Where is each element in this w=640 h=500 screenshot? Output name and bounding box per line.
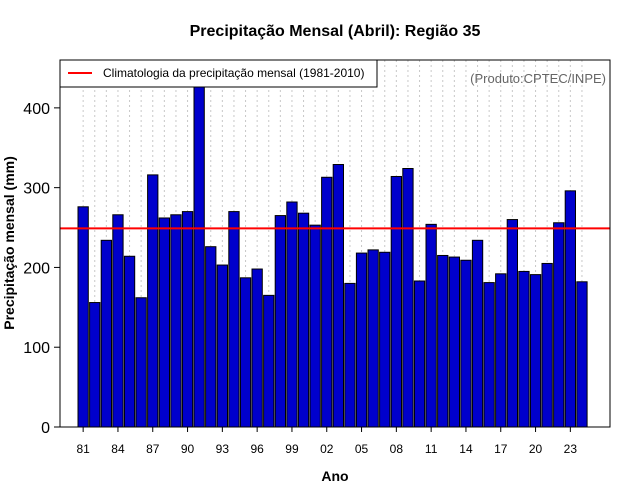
bar-03: [332, 164, 345, 428]
bar-02: [321, 176, 333, 428]
x-tick-label: 90: [181, 442, 195, 456]
bar-12: [437, 254, 449, 428]
bar-13: [448, 256, 461, 428]
bar-90: [181, 211, 194, 428]
x-tick-label: 99: [285, 442, 299, 456]
bar-19: [518, 270, 530, 428]
bar-00: [297, 212, 310, 428]
bar-98: [274, 215, 287, 428]
bar-86: [135, 297, 147, 428]
bar-01: [309, 224, 321, 428]
chart-title: Precipitação Mensal (Abril): Região 35: [190, 23, 481, 40]
x-tick-label: 02: [320, 442, 334, 456]
y-axis: 0 100 200 300 400: [23, 101, 60, 437]
bar-97: [263, 294, 275, 428]
bar-95: [239, 277, 252, 428]
x-tick-label: 11: [425, 442, 438, 456]
bar-89: [170, 214, 182, 428]
bar-21: [541, 262, 553, 428]
bar-14: [460, 259, 472, 428]
bar-10: [413, 280, 426, 428]
bar-96: [251, 268, 263, 428]
y-tick-label: 400: [23, 101, 50, 118]
bar-23: [564, 190, 577, 428]
bar-84: [112, 214, 124, 428]
bar-93: [216, 264, 228, 428]
bar-91: [193, 77, 205, 428]
x-axis-label: Ano: [321, 468, 348, 484]
x-tick-label: 96: [250, 442, 264, 456]
legend-label: Climatologia da precipitação mensal (198…: [103, 66, 364, 80]
x-tick-label: 08: [390, 442, 404, 456]
x-tick-label: 14: [459, 442, 473, 456]
legend-box: [59, 59, 378, 88]
x-tick-label: 87: [146, 442, 160, 456]
y-tick-label: 0: [41, 420, 50, 437]
bar-11: [425, 223, 437, 428]
bar-24: [576, 281, 588, 428]
y-axis-label: Precipitação mensal (mm): [1, 156, 17, 330]
bar-07: [379, 251, 391, 428]
bar-16: [483, 282, 495, 428]
bar-20: [529, 274, 542, 428]
x-tick-label: 81: [76, 442, 90, 456]
bar-88: [158, 217, 170, 428]
x-tick-label: 05: [355, 442, 369, 456]
legend: Climatologia da precipitação mensal (198…: [59, 59, 378, 88]
bar-82: [89, 302, 101, 428]
x-tick-label: 20: [529, 442, 543, 456]
bar-17: [495, 273, 507, 428]
bar-87: [147, 174, 159, 428]
bar-81: [77, 206, 89, 428]
x-tick-label: 17: [494, 442, 508, 456]
bar-08: [390, 175, 403, 428]
bar-18: [506, 219, 519, 428]
x-tick-label: 84: [111, 442, 125, 456]
source-note: (Produto:CPTEC/INPE): [470, 71, 606, 86]
y-tick-label: 100: [23, 340, 50, 357]
bar-94: [228, 211, 240, 428]
bar-04: [344, 282, 356, 428]
bar-92: [205, 246, 217, 428]
bar-06: [367, 249, 379, 428]
y-tick-label: 300: [23, 181, 50, 198]
bar-22: [553, 222, 565, 428]
x-axis: 81 84 87 90 93 96 99 02 05 08 11 14 17 20 23: [76, 427, 577, 456]
x-tick-label: 93: [216, 442, 230, 456]
bar-99: [286, 201, 298, 428]
bar-15: [471, 239, 484, 428]
bar-09: [402, 168, 414, 428]
bars: [77, 77, 588, 428]
bar-83: [100, 239, 112, 428]
y-tick-label: 200: [23, 260, 50, 277]
x-tick-label: 23: [564, 442, 578, 456]
bar-05: [355, 252, 368, 428]
bar-85: [123, 255, 136, 428]
